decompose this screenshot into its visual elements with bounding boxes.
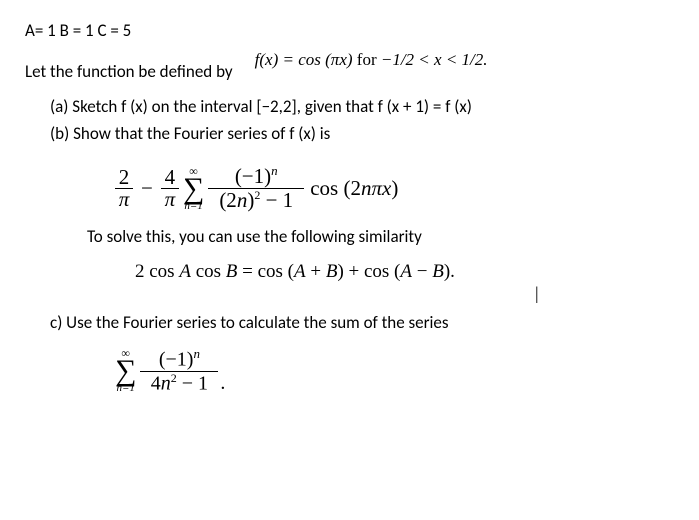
hint-text: To solve this, you can use the following…	[87, 226, 674, 247]
trig-identity: 2 cos A cos B = cos (A + B) + cos (A − B…	[135, 261, 674, 283]
function-definition-row: Let the function be defined by f(x) = co…	[25, 61, 674, 82]
function-math: f(x) = cos (πx) for −1/2 < x < 1/2.	[255, 50, 488, 70]
intro-text: Let the function be defined by	[25, 61, 233, 82]
constants-line: A= 1 B = 1 C = 5	[25, 20, 674, 41]
fourier-series-formula: 2 π − 4 π ∞ ∑ n=1 (−1)n (2n)2 − 1 cos (2…	[115, 164, 674, 212]
part-a-text: (a) Sketch f (x) on the interval [−2,2],…	[50, 96, 674, 117]
part-b-text: (b) Show that the Fourier series of f (x…	[50, 123, 674, 144]
cursor-mark: |	[535, 283, 674, 304]
part-c-text: c) Use the Fourier series to calculate t…	[50, 312, 674, 333]
sum-series-formula: ∞ ∑ n=1 (−1)n 4n2 − 1 .	[115, 347, 674, 394]
